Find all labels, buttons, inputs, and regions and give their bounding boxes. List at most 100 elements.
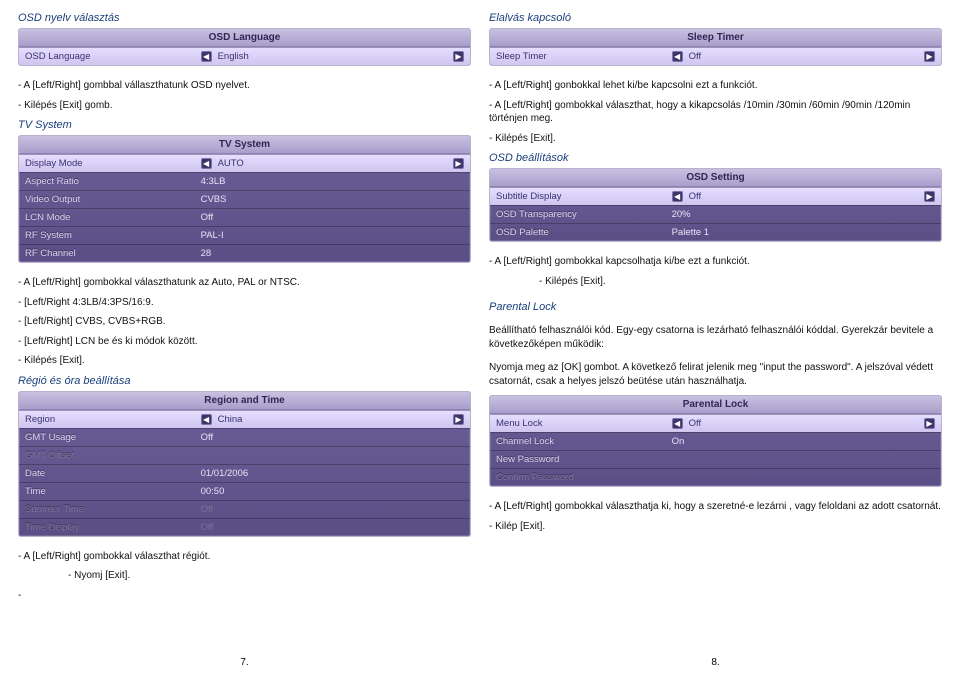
text: - A [Left/Right] gonbokkal lehet ki/be k… xyxy=(489,79,942,93)
panel-osd-setting: OSD Setting Subtitle Display ◀ Off ▶ OSD… xyxy=(489,168,942,242)
row-label: Subtitle Display xyxy=(496,191,672,202)
text: - xyxy=(18,589,471,603)
row-label: Channel Lock xyxy=(496,436,672,447)
row-osd-transparency[interactable]: OSD Transparency 20% xyxy=(490,205,941,223)
value-text: Off xyxy=(689,418,918,429)
row-gmt-usage[interactable]: GMT Usage Off xyxy=(19,428,470,446)
text: - Kilép [Exit]. xyxy=(489,520,942,534)
text: - A [Left/Right] gombokkal választhatja … xyxy=(489,500,942,514)
row-label: New Password xyxy=(496,454,672,465)
arrow-right-icon[interactable]: ▶ xyxy=(924,191,935,202)
panel-tv-system: TV System Display Mode ◀ AUTO ▶ Aspect R… xyxy=(18,135,471,263)
arrow-left-icon[interactable]: ◀ xyxy=(201,51,212,62)
row-display-mode[interactable]: Display Mode ◀ AUTO ▶ xyxy=(19,154,470,172)
heading-osd-lang: OSD nyelv választás xyxy=(18,12,471,24)
value-text: China xyxy=(218,414,447,425)
row-aspect-ratio[interactable]: Aspect Ratio 4:3LB xyxy=(19,172,470,190)
row-sleep-timer[interactable]: Sleep Timer ◀ Off ▶ xyxy=(490,47,941,65)
row-label: GMT Offset xyxy=(25,450,201,461)
row-time[interactable]: Time 00:50 xyxy=(19,482,470,500)
row-label: Sleep Timer xyxy=(496,51,672,62)
arrow-left-icon[interactable]: ◀ xyxy=(201,158,212,169)
text: - A [Left/Right] gombokkal választhat, h… xyxy=(489,99,942,126)
value-text: Off xyxy=(201,432,464,443)
value-text: 20% xyxy=(672,209,935,220)
text: - Kilépés [Exit]. xyxy=(18,354,471,368)
row-label: GMT Usage xyxy=(25,432,201,443)
row-osd-language[interactable]: OSD Language ◀ English ▶ xyxy=(19,47,470,65)
arrow-right-icon[interactable]: ▶ xyxy=(453,158,464,169)
row-lcn-mode[interactable]: LCN Mode Off xyxy=(19,208,470,226)
row-menu-lock[interactable]: Menu Lock ◀ Off ▶ xyxy=(490,414,941,432)
row-label: RF Channel xyxy=(25,248,201,259)
value-text: On xyxy=(672,436,935,447)
value-text: Off xyxy=(689,191,918,202)
heading-osd-settings: OSD beállítások xyxy=(489,152,942,164)
panel-sleep-timer: Sleep Timer Sleep Timer ◀ Off ▶ xyxy=(489,28,942,66)
row-label: Summer Time xyxy=(25,504,201,515)
text: - A [Left/Right] gombbal vállaszthatunk … xyxy=(18,79,471,93)
value-text: 28 xyxy=(201,248,464,259)
panel-parental-lock: Parental Lock Menu Lock ◀ Off ▶ Channel … xyxy=(489,395,942,487)
value-text: 4:3LB xyxy=(201,176,464,187)
value-text: 00:50 xyxy=(201,486,464,497)
panel-title: Region and Time xyxy=(19,392,470,410)
heading-sleep: Elalvás kapcsoló xyxy=(489,12,942,24)
text: Nyomja meg az [OK] gombot. A következő f… xyxy=(489,361,942,388)
panel-title: OSD Setting xyxy=(490,169,941,187)
row-label: Time xyxy=(25,486,201,497)
arrow-right-icon[interactable]: ▶ xyxy=(924,418,935,429)
row-date[interactable]: Date 01/01/2006 xyxy=(19,464,470,482)
row-label: Time Display xyxy=(25,522,201,533)
arrow-left-icon[interactable]: ◀ xyxy=(672,191,683,202)
value-text: PAL-I xyxy=(201,230,464,241)
arrow-left-icon[interactable]: ◀ xyxy=(672,51,683,62)
text: Beállítható felhasználói kód. Egy-egy cs… xyxy=(489,324,942,351)
panel-title: Parental Lock xyxy=(490,396,941,414)
text: - Kilépés [Exit] gomb. xyxy=(18,99,471,113)
value-text: English xyxy=(218,51,447,62)
page-number: 7. xyxy=(18,649,471,668)
panel-title: Sleep Timer xyxy=(490,29,941,47)
arrow-right-icon[interactable]: ▶ xyxy=(453,414,464,425)
arrow-left-icon[interactable]: ◀ xyxy=(672,418,683,429)
value-text: AUTO xyxy=(218,158,447,169)
arrow-right-icon[interactable]: ▶ xyxy=(453,51,464,62)
row-label: Display Mode xyxy=(25,158,201,169)
heading-region-time: Régió és óra beállítása xyxy=(18,375,471,387)
row-summer-time: Summer Time Off xyxy=(19,500,470,518)
arrow-right-icon[interactable]: ▶ xyxy=(924,51,935,62)
row-gmt-offset: GMT Offset xyxy=(19,446,470,464)
heading-parental: Parental Lock xyxy=(489,301,942,313)
row-rf-channel[interactable]: RF Channel 28 xyxy=(19,244,470,262)
row-subtitle-display[interactable]: Subtitle Display ◀ Off ▶ xyxy=(490,187,941,205)
row-video-output[interactable]: Video Output CVBS xyxy=(19,190,470,208)
row-region[interactable]: Region ◀ China ▶ xyxy=(19,410,470,428)
value-text: Palette 1 xyxy=(672,227,935,238)
arrow-left-icon[interactable]: ◀ xyxy=(201,414,212,425)
text: - Kilépés [Exit]. xyxy=(489,132,942,146)
value-text: 01/01/2006 xyxy=(201,468,464,479)
row-channel-lock[interactable]: Channel Lock On xyxy=(490,432,941,450)
text: - [Left/Right] LCN be és ki módok között… xyxy=(18,335,471,349)
row-rf-system[interactable]: RF System PAL-I xyxy=(19,226,470,244)
heading-tv-system: TV System xyxy=(18,119,471,131)
panel-osd-language: OSD Language OSD Language ◀ English ▶ xyxy=(18,28,471,66)
value-text: Off xyxy=(201,522,464,533)
row-label: Confirm Password xyxy=(496,472,672,483)
row-value: ◀ English ▶ xyxy=(201,51,464,62)
row-label: Aspect Ratio xyxy=(25,176,201,187)
value-text: Off xyxy=(689,51,918,62)
row-confirm-password: Confirm Password xyxy=(490,468,941,486)
text: - A [Left/Right] gombokkal választhatunk… xyxy=(18,276,471,290)
text: - A [Left/Right] gombokkal választhat ré… xyxy=(18,550,471,564)
left-column: OSD nyelv választás OSD Language OSD Lan… xyxy=(18,12,471,668)
panel-region-time: Region and Time Region ◀ China ▶ GMT Usa… xyxy=(18,391,471,537)
row-osd-palette[interactable]: OSD Palette Palette 1 xyxy=(490,223,941,241)
value-text: CVBS xyxy=(201,194,464,205)
row-time-display: Time Display Off xyxy=(19,518,470,536)
value-text: Off xyxy=(201,504,464,515)
right-column: Elalvás kapcsoló Sleep Timer Sleep Timer… xyxy=(489,12,942,668)
row-new-password[interactable]: New Password xyxy=(490,450,941,468)
text: - [Left/Right 4:3LB/4:3PS/16:9. xyxy=(18,296,471,310)
